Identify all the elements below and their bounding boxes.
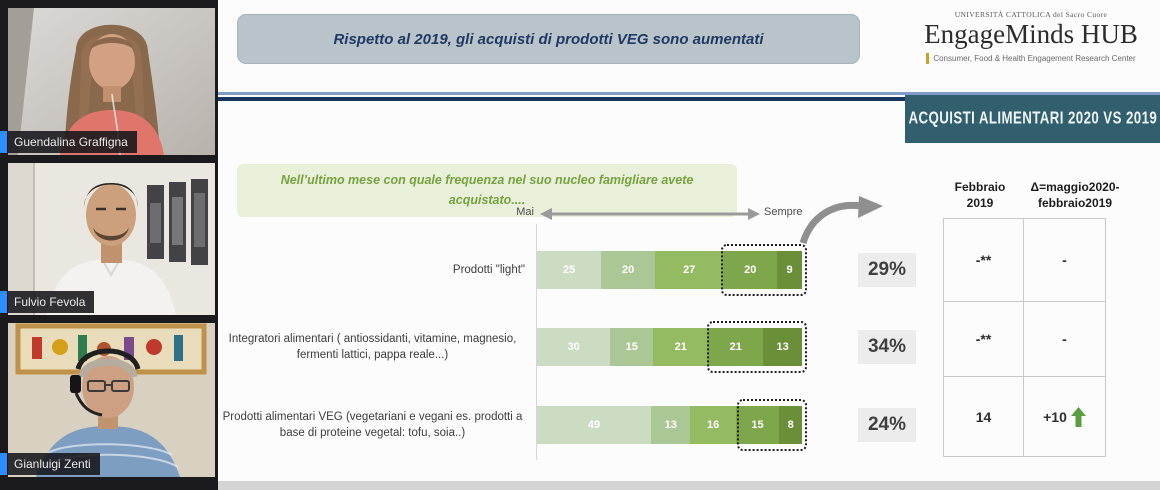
man-video-feed (8, 163, 215, 315)
stacked-bar: 30 15 21 21 13 (537, 321, 807, 373)
bar-segment: 8 (779, 406, 803, 444)
bar-segment: 27 (655, 251, 724, 289)
top2-highlight-box (706, 321, 807, 373)
participant-video-1[interactable]: Guendalina Graffigna (0, 8, 215, 155)
percent-box: 34% (858, 330, 916, 364)
brand-tagline: Consumer, Food & Health Engagement Resea… (933, 53, 1136, 63)
participant-nametag: Fulvio Fevola (0, 291, 95, 313)
section-banner: ACQUISTI ALIMENTARI 2020 VS 2019 (905, 95, 1160, 143)
gold-bar-icon (926, 52, 930, 64)
woman-video-feed (8, 8, 215, 155)
participant-name: Fulvio Fevola (7, 291, 95, 313)
slide-title: Rispetto al 2019, gli acquisti di prodot… (333, 30, 764, 48)
active-speaker-indicator (0, 291, 7, 313)
bar-segment: 30 (537, 328, 611, 366)
participant-name: Gianluigi Zenti (7, 453, 100, 475)
city-posters (147, 179, 208, 265)
cell-delta: - (1062, 331, 1067, 347)
divider-line-dark (218, 97, 1160, 101)
cell-delta: - (1062, 252, 1067, 268)
percent-value: 24% (867, 414, 907, 435)
top2-highlight-box (736, 399, 807, 451)
axis-label-mai: Mai (516, 206, 534, 218)
participant-name: Guendalina Graffigna (7, 131, 137, 153)
question-box: Nell’ultimo mese con quale frequenza nel… (237, 164, 737, 217)
curved-arrow-icon (799, 196, 883, 245)
stacked-bar: 25 20 27 20 9 (537, 244, 807, 296)
section-banner-label: ACQUISTI ALIMENTARI 2020 VS 2019 (908, 108, 1157, 128)
chart-row: Prodotti alimentari VEG (vegetariani e v… (218, 399, 938, 451)
chart-row-label: Prodotti "light" (452, 263, 525, 276)
percent-box: 29% (858, 253, 916, 287)
cell-febbraio-2019: 14 (944, 377, 1024, 456)
bar-segment: 13 (651, 406, 691, 444)
university-name: UNIVERSITÀ CATTOLICA del Sacro Cuore (954, 10, 1108, 19)
participant-video-2[interactable]: Fulvio Fevola (0, 163, 215, 315)
table-header-delta: Δ=maggio2020- febbraio2019 (1030, 180, 1120, 210)
brand-name: EngageMinds HUB (924, 19, 1138, 49)
chart-row-label: Prodotti alimentari VEG (vegetariani e v… (222, 410, 523, 439)
participant-nametag: Gianluigi Zenti (0, 453, 100, 475)
question-text: Nell’ultimo mese con quale frequenza nel… (280, 173, 694, 207)
stacked-bar: 49 13 16 15 8 (537, 399, 807, 451)
active-speaker-indicator (0, 131, 7, 153)
bar-segment: 21 (653, 328, 709, 366)
cell-febbraio-2019: -** (944, 302, 1024, 376)
bar-segment: 49 (537, 406, 652, 444)
bar-segment: 9 (777, 251, 803, 289)
percent-value: 29% (867, 259, 907, 280)
bar-segment: 20 (601, 251, 656, 289)
table-row: -** - (944, 219, 1105, 301)
table-row: -** - (944, 301, 1105, 376)
green-up-arrow-icon (1070, 406, 1086, 427)
slide-bottom-strip (218, 481, 1160, 490)
divider-line-light (218, 92, 1160, 95)
participants-sidebar: Guendalina Graffigna (0, 0, 218, 490)
engageminds-logo: UNIVERSITÀ CATTOLICA del Sacro Cuore Eng… (906, 10, 1156, 64)
chart-axis-line (536, 224, 537, 460)
percent-box: 24% (858, 408, 916, 442)
chart-row-label: Integratori alimentari ( antiossidanti, … (228, 332, 517, 361)
percent-value: 34% (867, 336, 907, 357)
table-row: 14 +10 (944, 376, 1105, 456)
bar-segment: 25 (537, 251, 602, 289)
participant-video-3[interactable]: Gianluigi Zenti (0, 323, 215, 477)
man-headset-video-feed (8, 323, 215, 477)
bar-segment: 13 (763, 328, 802, 366)
bar-segment: 20 (723, 251, 778, 289)
axis-label-sempre: Sempre (764, 206, 803, 218)
chart-row: Prodotti "light" 25 20 27 20 9 29% (218, 244, 938, 296)
bar-segment: 15 (735, 406, 780, 444)
participant-nametag: Guendalina Graffigna (0, 131, 137, 153)
cell-delta: +10 (1024, 377, 1105, 456)
table-header-febbraio: Febbraio 2019 (954, 180, 1006, 210)
comparison-table-body: -** - -** - 14 +10 (943, 218, 1106, 457)
double-arrow-icon (540, 208, 760, 220)
top2-highlight-box (720, 244, 807, 296)
bar-segment: 16 (690, 406, 736, 444)
shared-screen-slide: Rispetto al 2019, gli acquisti di prodot… (218, 0, 1160, 490)
bar-segment: 21 (708, 328, 764, 366)
active-speaker-indicator (0, 453, 7, 475)
bar-segment: 15 (610, 328, 654, 366)
cell-febbraio-2019: -** (944, 219, 1024, 301)
chart-row: Integratori alimentari ( antiossidanti, … (218, 321, 938, 373)
slide-title-banner: Rispetto al 2019, gli acquisti di prodot… (237, 14, 860, 64)
